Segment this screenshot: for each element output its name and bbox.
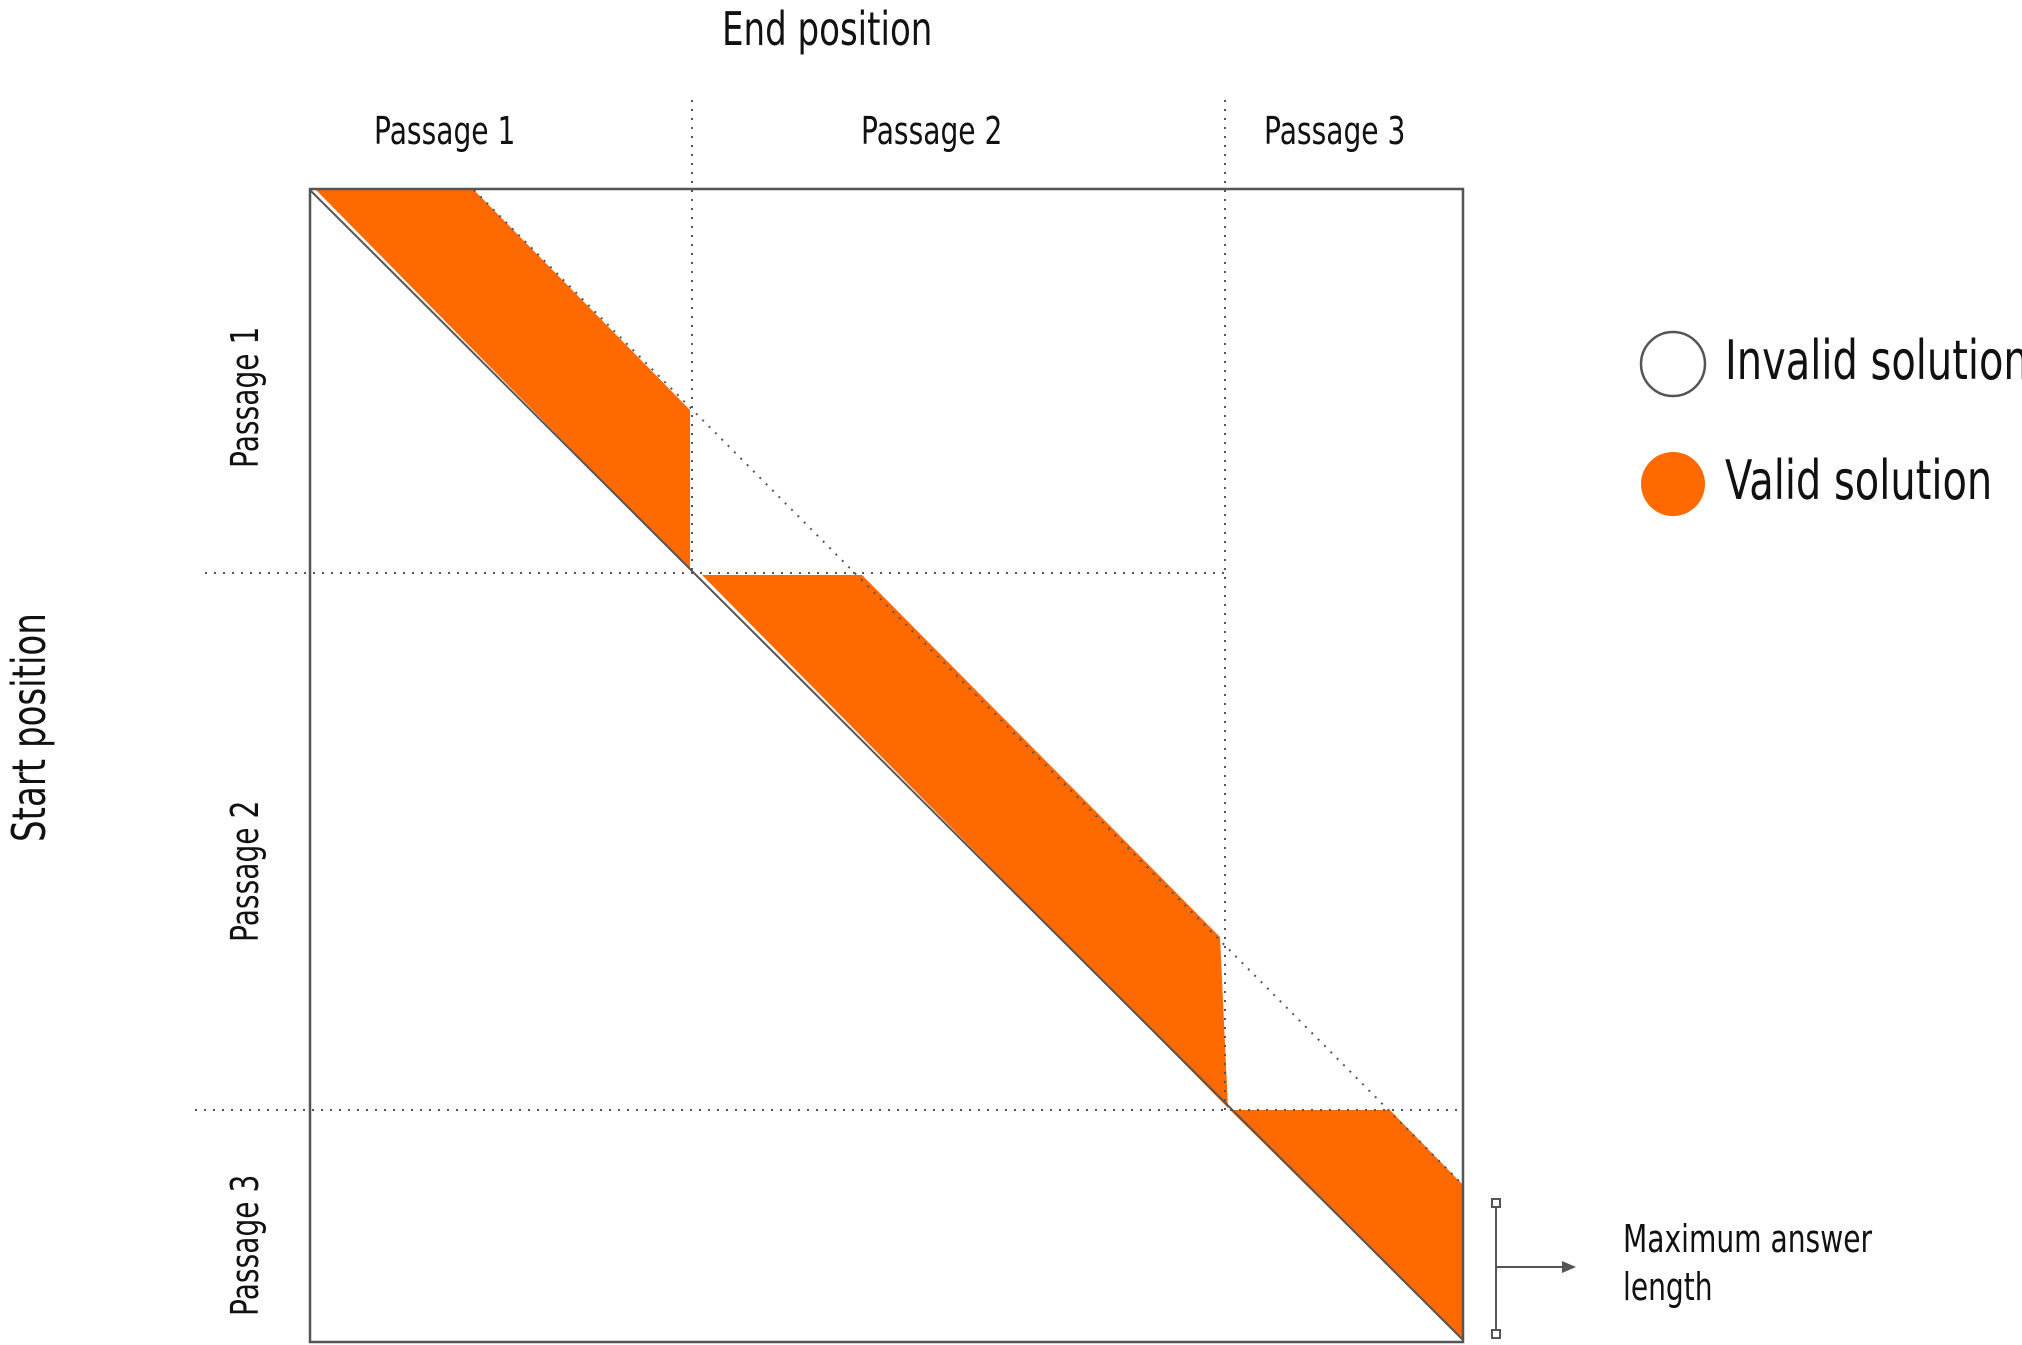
legend-valid-marker (1641, 452, 1705, 516)
main-diagonal (309, 189, 1464, 1341)
row-label-passage-3: Passage 3 (223, 1174, 267, 1316)
column-label-passage-3: Passage 3 (1264, 109, 1406, 153)
end-position-title: End position (722, 2, 933, 56)
legend-valid-label: Valid solution (1725, 449, 1993, 512)
length-bracket-top-cap (1491, 1198, 1501, 1208)
matrix-frame (308, 187, 1465, 1344)
length-arrow-head (1562, 1261, 1576, 1273)
column-label-passage-2: Passage 2 (861, 109, 1003, 153)
max-answer-length-line-1: Maximum answer (1623, 1217, 1873, 1261)
legend-invalid-marker (1639, 330, 1707, 398)
row-label-passage-1: Passage 1 (223, 326, 267, 468)
start-position-title: Start position (2, 613, 56, 842)
max-answer-length-line-2: length (1623, 1264, 1713, 1309)
column-label-passage-1: Passage 1 (374, 109, 516, 153)
length-bracket-bottom-cap (1491, 1329, 1501, 1339)
max-answer-length-label: Maximum answer length (1623, 1216, 1872, 1311)
legend-invalid-label: Invalid solution (1725, 329, 2022, 392)
row-label-passage-2: Passage 2 (223, 800, 267, 942)
